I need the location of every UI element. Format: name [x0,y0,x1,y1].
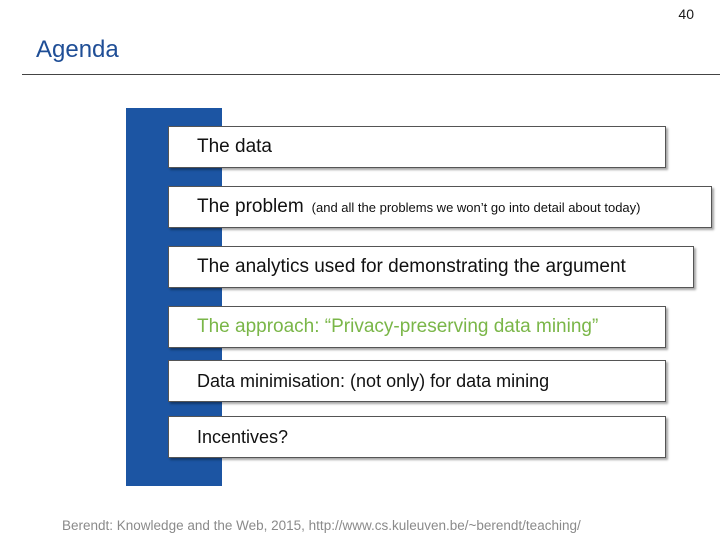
agenda-item-label: The problem [197,196,304,217]
agenda-item-label: The data [197,136,272,157]
agenda-item-minimisation: Data minimisation: (not only) for data m… [168,360,666,402]
agenda-item-label: The approach: “Privacy-preserving data m… [197,316,599,337]
title-divider [22,74,720,75]
slide-title: Agenda [36,36,119,63]
agenda-item-label: The analytics used for demonstrating the… [197,256,626,277]
slide-footer: Berendt: Knowledge and the Web, 2015, ht… [62,518,581,533]
agenda-item-label: Incentives? [197,426,289,447]
agenda-item-problem: The problem (and all the problems we won… [168,186,712,228]
agenda-item-data: The data [168,126,666,168]
agenda-item-label: Data minimisation: (not only) for data m… [197,370,550,391]
agenda-item-approach: The approach: “Privacy-preserving data m… [168,306,666,348]
agenda-item-incentives: Incentives? [168,416,666,458]
page-number: 40 [678,6,694,22]
agenda-item-note: (and all the problems we won’t go into d… [311,199,641,215]
agenda-item-analytics: The analytics used for demonstrating the… [168,246,694,288]
